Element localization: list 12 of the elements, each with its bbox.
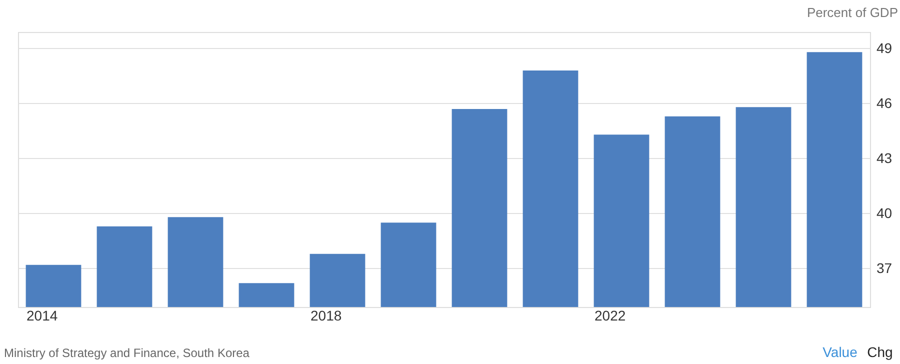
text: Chg (867, 344, 893, 360)
x-tick-label: 2014 (26, 308, 58, 324)
text: Ministry of Strategy and Finance, South Korea (4, 346, 250, 360)
x-tick-label: 2018 (310, 308, 342, 324)
y-tick-label: 40 (876, 205, 892, 221)
y-tick-label: 46 (876, 95, 892, 111)
y-tick-label: 43 (876, 150, 892, 166)
y-axis-title: Percent of GDP (806, 5, 898, 20)
text: Value (822, 344, 858, 360)
y-tick-label: 37 (876, 260, 892, 276)
x-tick-label: 2022 (594, 308, 626, 324)
y-tick-label: 49 (876, 40, 892, 56)
